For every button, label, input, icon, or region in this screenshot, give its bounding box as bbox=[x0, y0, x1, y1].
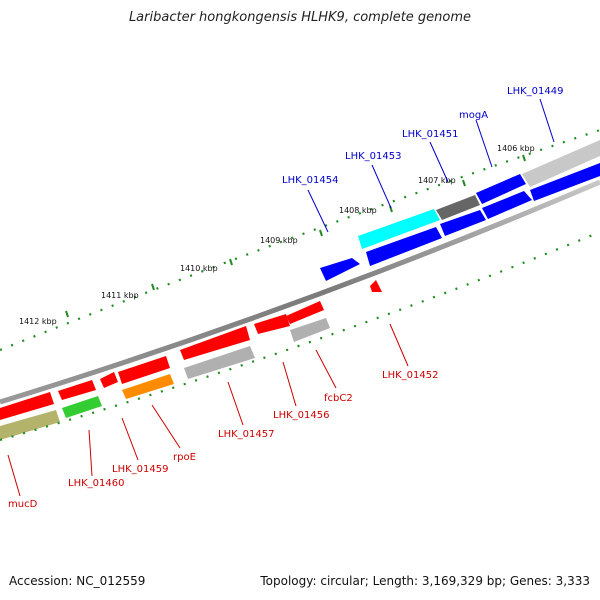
gene-lhk01456[interactable] bbox=[254, 314, 290, 334]
gene-lhk01451-b[interactable] bbox=[482, 191, 532, 219]
kbp-label: 1412 kbp bbox=[19, 317, 57, 326]
gene-moga[interactable] bbox=[476, 174, 526, 204]
gene-lhk01454[interactable] bbox=[320, 258, 360, 281]
reverse-strand-genes bbox=[0, 301, 330, 440]
gene-lhk01449-a[interactable] bbox=[522, 140, 600, 187]
kbp-label: 1409 kbp bbox=[260, 236, 298, 245]
kbp-label: 1408 kbp bbox=[339, 206, 377, 215]
gene-fcbc2[interactable] bbox=[286, 301, 324, 324]
gene-lhk01451[interactable] bbox=[436, 195, 480, 220]
gene-lhk01453[interactable] bbox=[358, 209, 440, 249]
gene-lhk01460[interactable] bbox=[58, 380, 96, 400]
gene-label[interactable]: LHK_01459 bbox=[112, 464, 168, 475]
kbp-label: 1407 kbp bbox=[418, 176, 456, 185]
gene-lhk01449-b[interactable] bbox=[530, 163, 600, 201]
gene-label[interactable]: mogA bbox=[459, 110, 488, 121]
gene-label[interactable]: LHK_01460 bbox=[68, 478, 124, 489]
gene-lhk01452[interactable] bbox=[370, 280, 382, 292]
gene-mucd[interactable] bbox=[0, 392, 54, 420]
gene-rpoe-b[interactable] bbox=[122, 374, 174, 399]
gene-label[interactable]: LHK_01452 bbox=[382, 370, 438, 381]
map-title: Laribacter hongkongensis HLHK9, complete… bbox=[128, 10, 472, 25]
kbp-label: 1406 kbp bbox=[497, 144, 535, 153]
gene-label[interactable]: LHK_01457 bbox=[218, 429, 274, 440]
gene-label[interactable]: LHK_01454 bbox=[282, 175, 338, 186]
kbp-label: 1411 kbp bbox=[101, 291, 139, 300]
genome-backbone bbox=[0, 179, 600, 405]
gene-lhk01457-b[interactable] bbox=[184, 346, 255, 379]
forward-strand-genes bbox=[320, 140, 600, 292]
leader-lines bbox=[7, 98, 555, 497]
gene-lhk01460-b[interactable] bbox=[62, 396, 102, 418]
kbp-label: 1410 kbp bbox=[180, 264, 218, 273]
gene-fcbc2-b[interactable] bbox=[290, 318, 330, 342]
gene-lhk01459[interactable] bbox=[100, 372, 118, 388]
gene-label[interactable]: rpoE bbox=[173, 452, 196, 463]
gene-lhk01457[interactable] bbox=[180, 326, 250, 360]
gene-label[interactable]: LHK_01449 bbox=[507, 86, 563, 97]
gene-label[interactable]: fcbC2 bbox=[324, 393, 353, 404]
gene-label[interactable]: LHK_01453 bbox=[345, 151, 401, 162]
accession-text: Accession: NC_012559 bbox=[9, 574, 146, 588]
gene-rpoe[interactable] bbox=[118, 356, 170, 384]
gene-label[interactable]: LHK_01451 bbox=[402, 129, 458, 140]
gene-mucd-b[interactable] bbox=[0, 410, 60, 440]
gene-label[interactable]: mucD bbox=[8, 499, 38, 510]
gene-label[interactable]: LHK_01456 bbox=[273, 410, 329, 421]
gene-lhk01453-b[interactable] bbox=[440, 210, 486, 236]
gene-lhk01453-c[interactable] bbox=[366, 227, 442, 266]
topology-text: Topology: circular; Length: 3,169,329 bp… bbox=[260, 574, 590, 588]
